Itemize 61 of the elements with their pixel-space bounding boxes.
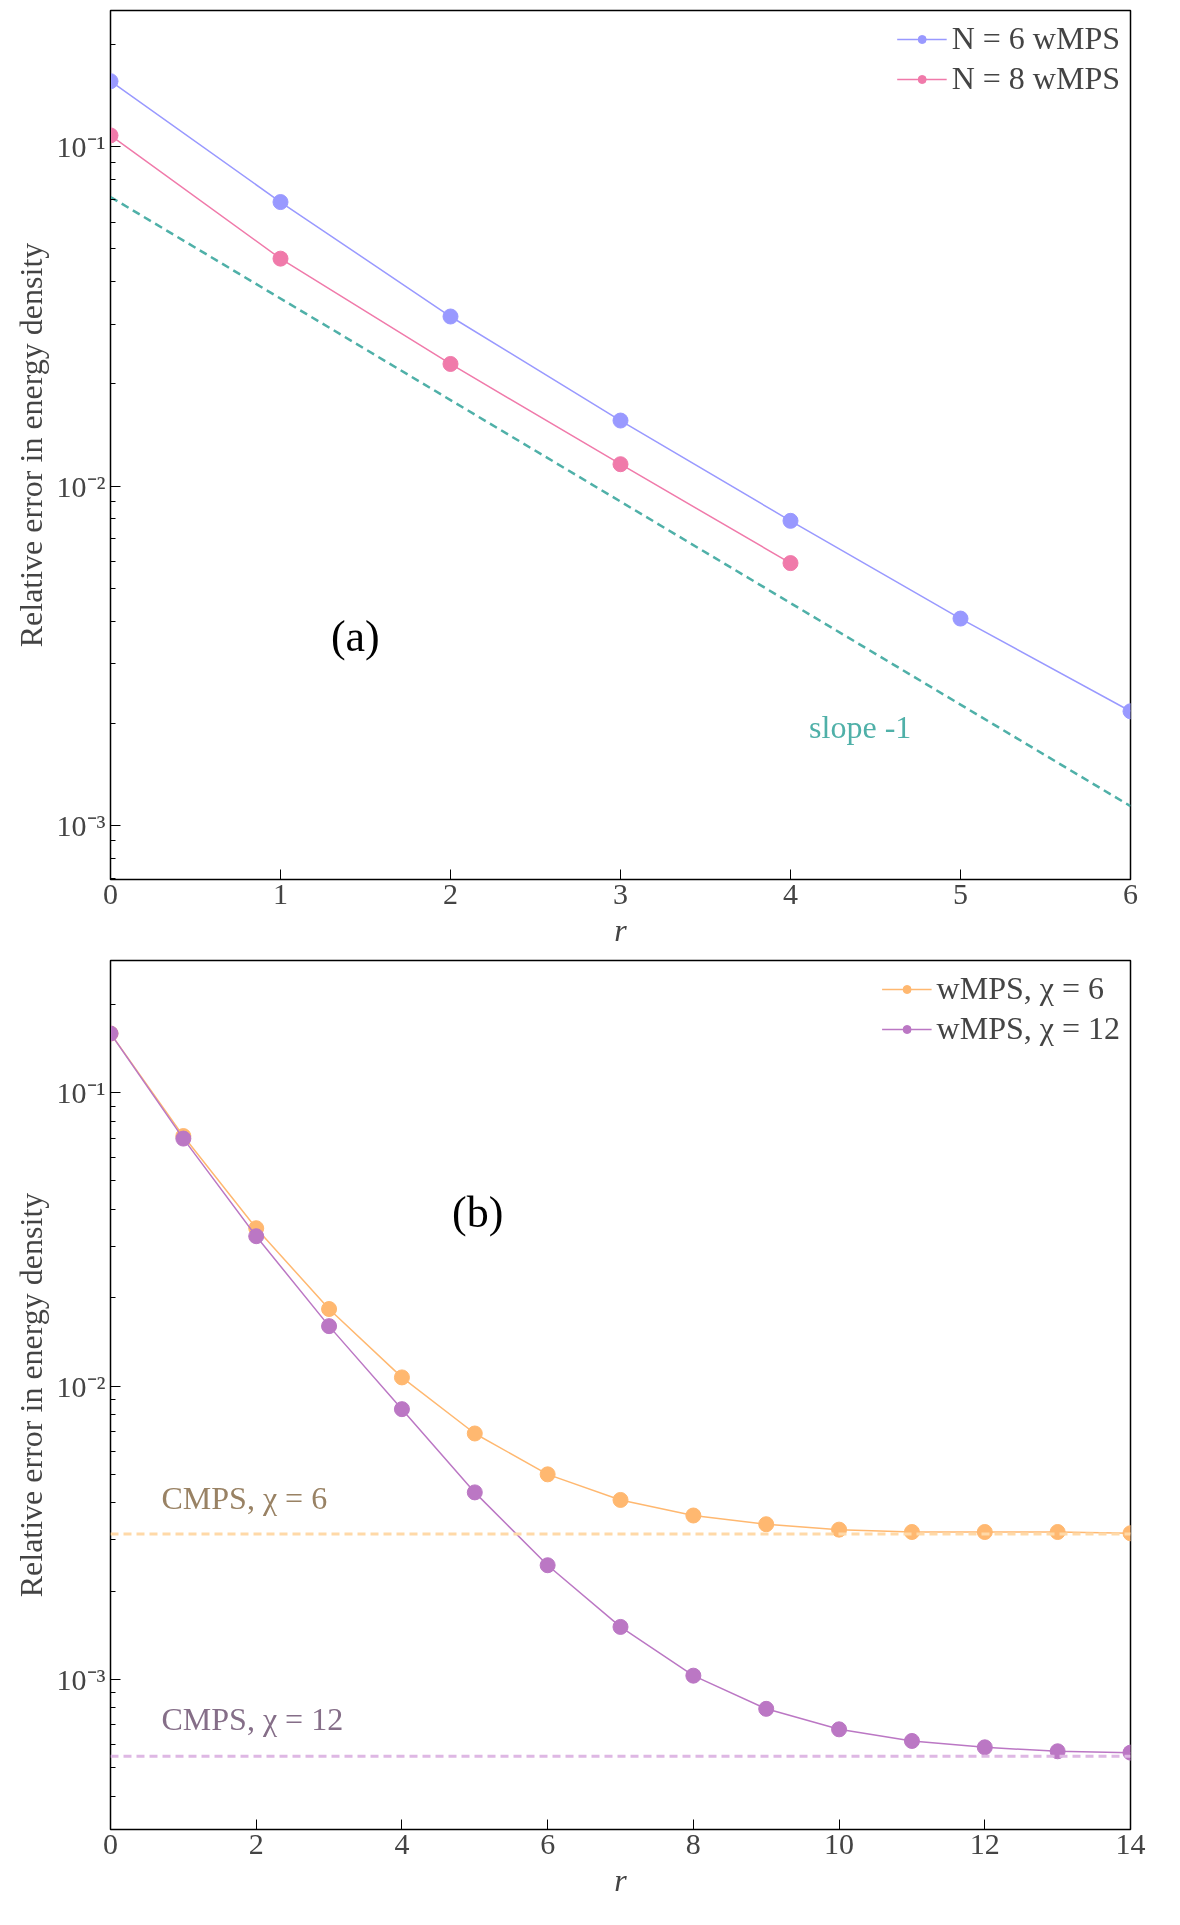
x-tick-label: 12 <box>969 1826 1000 1860</box>
x-tick-label: 14 <box>1115 1826 1146 1860</box>
x-tick-label: 8 <box>685 1826 701 1860</box>
x-tick-label: 4 <box>783 876 798 910</box>
x-tick-label: 3 <box>613 876 628 910</box>
point <box>272 250 289 267</box>
x-tick-label: 2 <box>443 876 458 910</box>
x-axis-title: r <box>614 1861 628 1898</box>
point <box>466 1425 483 1442</box>
x-tick-label: 2 <box>248 1826 264 1860</box>
point <box>612 412 629 429</box>
x-tick-label: 6 <box>540 1826 556 1860</box>
point <box>393 1401 410 1418</box>
legend-label: wMPS, χ = 6 <box>936 970 1104 1007</box>
point <box>782 555 799 572</box>
point <box>976 1739 993 1756</box>
legend-label: N = 8 wMPS <box>951 60 1120 97</box>
y-tick-label: 10⁻² <box>56 469 106 503</box>
point <box>758 1516 775 1533</box>
annotation: (b) <box>452 1188 504 1238</box>
point <box>442 308 459 325</box>
legend-label: N = 6 wMPS <box>951 20 1120 57</box>
x-axis-title: r <box>614 911 628 948</box>
annotation: CMPS, χ = 6 <box>161 1479 328 1516</box>
point <box>782 512 799 529</box>
point <box>685 1507 702 1524</box>
y-tick-label: 10⁻³ <box>56 1662 106 1696</box>
x-tick-label: 5 <box>953 876 968 910</box>
point <box>321 1301 338 1317</box>
annotation: (a) <box>330 611 380 661</box>
point <box>539 1466 556 1483</box>
x-tick-label: 6 <box>1123 876 1138 910</box>
y-tick-label: 10⁻¹ <box>56 1076 106 1110</box>
point <box>758 1700 775 1717</box>
y-axis-title: Relative error in energy density <box>12 242 49 648</box>
point <box>612 1491 629 1508</box>
y-tick-label: 10⁻¹ <box>56 130 106 164</box>
point <box>442 355 459 372</box>
point <box>393 1369 410 1386</box>
annotation: slope -1 <box>809 709 912 746</box>
y-tick-label: 10⁻³ <box>56 808 106 842</box>
point <box>903 1732 920 1749</box>
x-tick-label: 4 <box>394 1826 410 1860</box>
legend-label: wMPS, χ = 12 <box>936 1010 1120 1047</box>
point <box>831 1721 848 1738</box>
point <box>612 456 629 473</box>
y-tick-label: 10⁻² <box>56 1369 106 1403</box>
point <box>272 194 289 211</box>
point <box>612 1618 629 1635</box>
x-tick-label: 0 <box>103 876 118 910</box>
point <box>539 1557 556 1574</box>
x-tick-label: 1 <box>273 876 288 910</box>
x-tick-label: 10 <box>824 1826 855 1860</box>
point <box>466 1484 483 1501</box>
y-axis-title: Relative error in energy density <box>12 1192 49 1598</box>
annotation: CMPS, χ = 12 <box>161 1701 344 1738</box>
point <box>248 1228 265 1245</box>
point <box>952 610 969 627</box>
x-tick-label: 0 <box>103 1826 118 1860</box>
point <box>321 1318 338 1335</box>
point <box>685 1667 702 1684</box>
